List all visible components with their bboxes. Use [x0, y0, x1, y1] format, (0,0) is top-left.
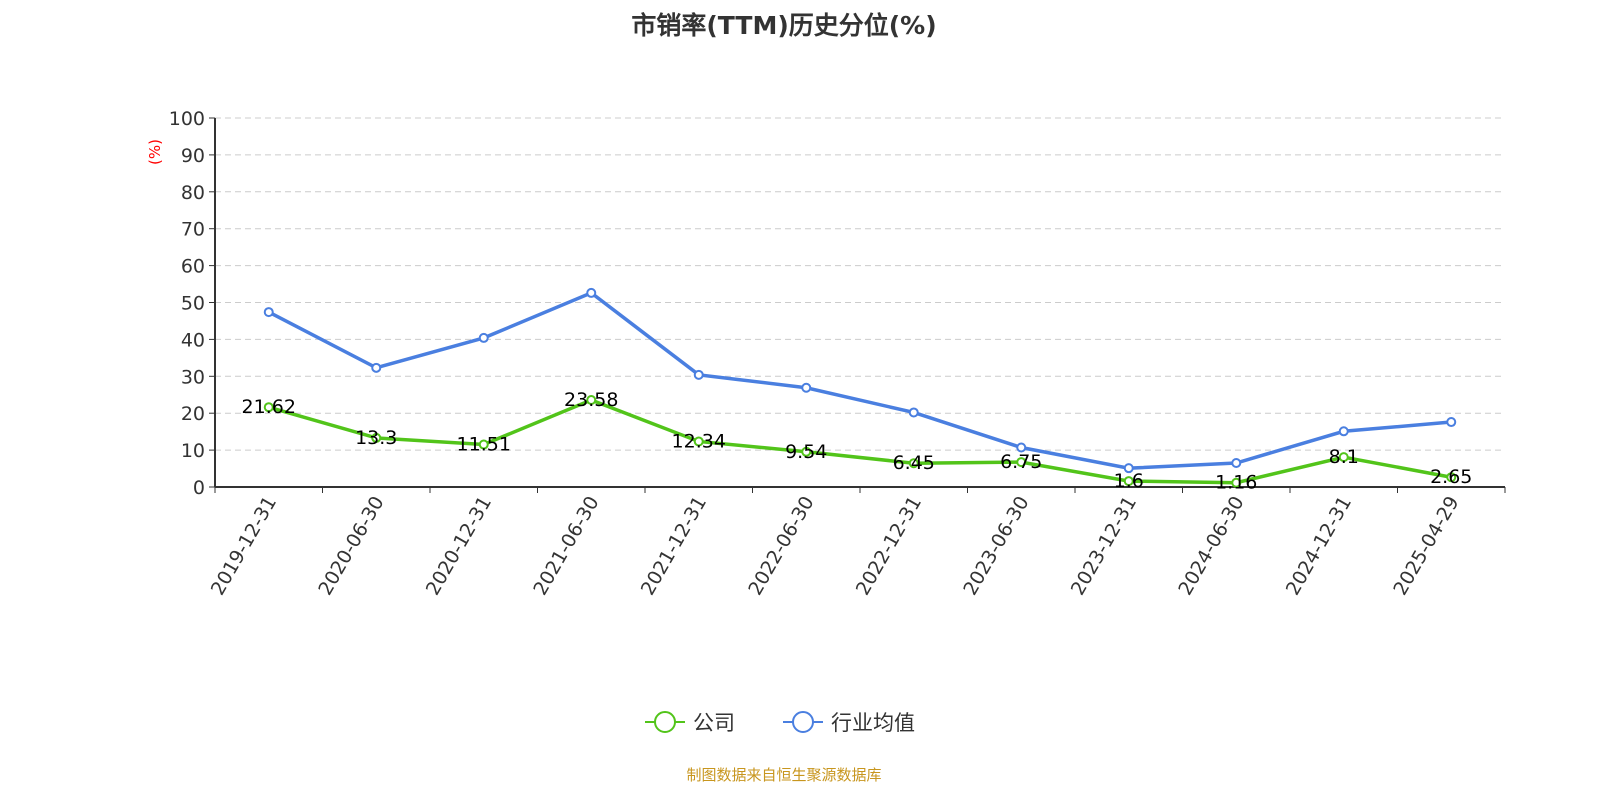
data-label: 21.62	[242, 396, 296, 418]
data-point	[908, 407, 919, 418]
y-tick-label: 90	[181, 145, 205, 167]
data-point	[1016, 457, 1027, 468]
series-line	[267, 290, 1452, 470]
data-point	[586, 394, 597, 405]
data-label: 9.54	[785, 441, 827, 463]
y-tick-label: 60	[181, 256, 205, 278]
y-tick-label: 0	[193, 477, 205, 499]
data-point	[478, 332, 489, 343]
data-label: 13.3	[355, 427, 397, 449]
data-point	[478, 439, 489, 450]
source-note: 制图数据来自恒生聚源数据库	[686, 766, 882, 784]
y-tick-label: 40	[181, 329, 205, 351]
data-label: 2.65	[1430, 466, 1472, 488]
x-tick-label: 2020-12-31	[422, 493, 496, 600]
x-tick-label: 2021-06-30	[529, 493, 603, 600]
data-point	[1231, 477, 1242, 488]
data-point	[1338, 426, 1349, 437]
y-tick-label: 70	[181, 219, 205, 241]
data-point	[371, 362, 382, 373]
data-label: 1.16	[1215, 472, 1257, 494]
data-point	[801, 446, 812, 457]
data-point	[908, 458, 919, 469]
data-label: 6.75	[1000, 451, 1042, 473]
data-label: 6.45	[893, 452, 935, 474]
series-line	[268, 398, 1452, 485]
x-tick-label: 2019-12-31	[207, 493, 281, 600]
x-tick-label: 2022-12-31	[852, 493, 926, 600]
legend-marker	[792, 711, 814, 733]
legend-label: 行业均值	[831, 711, 915, 735]
x-tick-label: 2024-06-30	[1174, 493, 1248, 600]
y-tick-label: 50	[181, 293, 205, 315]
data-label: 8.1	[1329, 446, 1359, 468]
data-label: 11.51	[457, 434, 511, 456]
x-tick-label: 2023-06-30	[959, 493, 1033, 600]
data-point	[1446, 472, 1457, 483]
y-tick-label: 100	[169, 108, 205, 130]
x-tick-label: 2022-06-30	[744, 493, 818, 600]
y-tick-label: 30	[181, 366, 205, 388]
data-point	[1123, 463, 1134, 474]
y-tick-label: 20	[181, 403, 205, 425]
data-point	[1338, 452, 1349, 463]
data-point	[1231, 458, 1242, 469]
data-point	[371, 432, 382, 443]
legend-marker	[654, 711, 676, 733]
x-tick-label: 2020-06-30	[314, 493, 388, 600]
y-tick-label: 80	[181, 182, 205, 204]
data-point	[693, 436, 704, 447]
x-tick-label: 2024-12-31	[1282, 493, 1356, 600]
y-tick-label: 10	[181, 440, 205, 462]
data-point	[693, 369, 704, 380]
data-point	[586, 287, 597, 298]
data-label: 12.34	[672, 430, 726, 452]
data-point	[263, 307, 274, 318]
data-point	[1446, 417, 1457, 428]
x-tick-label: 2025-04-29	[1389, 493, 1463, 600]
y-axis-label: (%)	[146, 139, 164, 165]
x-tick-label: 2021-12-31	[637, 493, 711, 600]
data-point	[1123, 476, 1134, 487]
data-point	[801, 382, 812, 393]
legend-label: 公司	[693, 711, 735, 735]
data-label: 1.6	[1114, 470, 1144, 492]
x-tick-label: 2023-12-31	[1067, 493, 1141, 600]
data-point	[1016, 442, 1027, 453]
chart-title: 市销率(TTM)历史分位(%)	[631, 11, 937, 40]
data-point	[263, 402, 274, 413]
data-label: 23.58	[564, 389, 618, 411]
